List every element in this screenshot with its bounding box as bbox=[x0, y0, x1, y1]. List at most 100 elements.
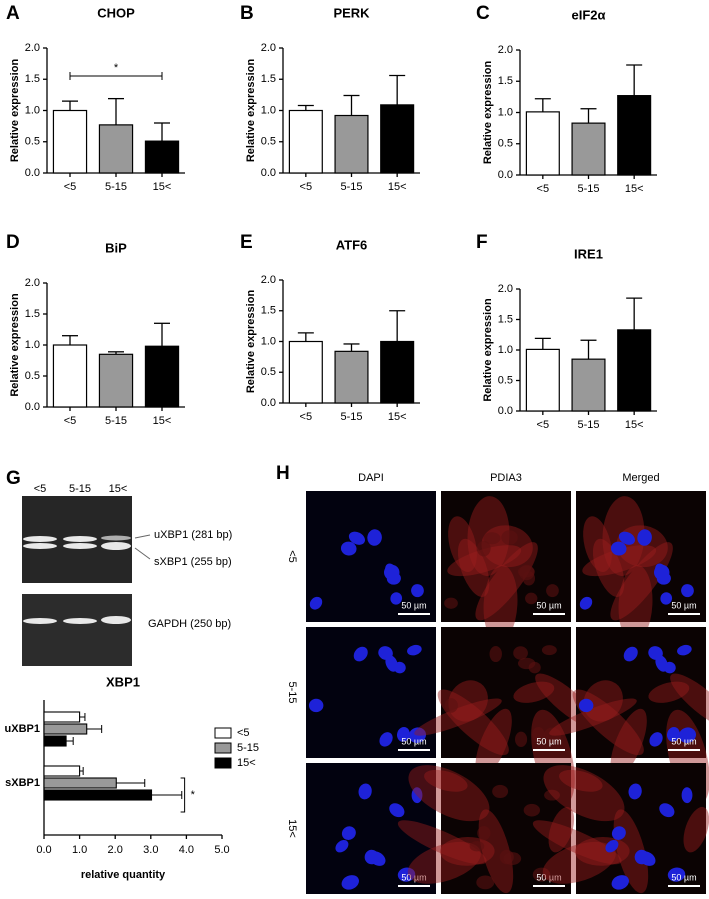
bar bbox=[525, 111, 560, 176]
cytoplasm bbox=[582, 545, 657, 577]
micrograph: 50 µm bbox=[306, 491, 436, 622]
panel-letter: F bbox=[476, 232, 488, 253]
y-tick-label: 1.0 bbox=[261, 104, 276, 116]
gel-image bbox=[22, 594, 132, 666]
x-tick-label: 15< bbox=[388, 411, 407, 423]
bar bbox=[43, 723, 88, 735]
micrograph-bg bbox=[576, 491, 706, 622]
micrograph: 50 µm bbox=[576, 491, 706, 644]
panel-letter: G bbox=[6, 468, 21, 489]
nucleus bbox=[678, 727, 696, 743]
micrograph: 50 µm bbox=[306, 627, 436, 758]
chart-title: BiP bbox=[105, 240, 127, 255]
cytoplasm bbox=[408, 765, 490, 822]
column-label: Merged bbox=[622, 472, 659, 484]
y-tick-label: 0.5 bbox=[25, 136, 40, 148]
nucleus bbox=[681, 787, 693, 804]
bar bbox=[288, 340, 323, 404]
significance-label: * bbox=[191, 789, 196, 801]
nucleus bbox=[649, 732, 663, 747]
y-tick-label: 1.5 bbox=[498, 313, 513, 325]
legend-label: 15< bbox=[237, 757, 256, 769]
nucleus bbox=[628, 783, 642, 800]
nucleus-shadow bbox=[543, 727, 562, 743]
nucleus bbox=[637, 529, 652, 546]
x-tick-label: <5 bbox=[537, 419, 550, 431]
bar bbox=[525, 348, 560, 412]
y-tick-label: 1.0 bbox=[25, 104, 40, 116]
nucleus bbox=[579, 596, 593, 610]
row-label: 5-15 bbox=[286, 681, 298, 703]
scale-bar-label: 50 µm bbox=[401, 600, 426, 610]
nucleus bbox=[341, 875, 359, 890]
micrograph-bg bbox=[441, 491, 571, 622]
cytoplasm bbox=[583, 680, 623, 722]
gel-bands bbox=[23, 535, 131, 624]
chart-title: XBP1 bbox=[106, 674, 140, 689]
micrograph-bg bbox=[306, 491, 436, 622]
y-tick-label: 0.0 bbox=[498, 169, 513, 181]
nucleus bbox=[353, 646, 368, 662]
x-tick-label: 15< bbox=[153, 181, 172, 193]
cytoplasm bbox=[448, 680, 488, 722]
cytoplasm bbox=[592, 538, 625, 597]
nucleus bbox=[411, 787, 423, 804]
cytoplasm bbox=[483, 565, 518, 644]
y-tick-label: 1.5 bbox=[261, 73, 276, 85]
chart-title: CHOP bbox=[97, 5, 135, 20]
y-axis-label: Relative expression bbox=[9, 293, 21, 397]
bar bbox=[98, 124, 134, 174]
scale-bar-label: 50 µm bbox=[536, 736, 561, 746]
nucleus bbox=[677, 644, 692, 656]
bar bbox=[380, 104, 415, 174]
y-axis-label: Relative expression bbox=[482, 298, 494, 402]
x-tick-label: 0.0 bbox=[36, 844, 51, 856]
y-tick-label: 0.0 bbox=[25, 401, 40, 413]
y-tick-label: 1.5 bbox=[25, 73, 40, 85]
y-tick-label: 2.0 bbox=[25, 42, 40, 54]
column-label: DAPI bbox=[358, 472, 384, 484]
nucleus-shadow bbox=[541, 645, 557, 656]
y-tick-label: 1.0 bbox=[498, 106, 513, 118]
y-axis-label: Relative expression bbox=[9, 59, 21, 163]
nucleus bbox=[389, 803, 405, 818]
scale-bar-label: 50 µm bbox=[401, 872, 426, 882]
nucleus-shadow bbox=[514, 731, 528, 748]
y-tick-label: 0.5 bbox=[498, 138, 513, 150]
legend-swatch bbox=[214, 742, 232, 754]
scale-bar-label: 50 µm bbox=[671, 736, 696, 746]
x-tick-label: 5-15 bbox=[105, 181, 127, 193]
nucleus bbox=[397, 867, 416, 882]
bar bbox=[52, 109, 88, 174]
nucleus bbox=[348, 531, 365, 545]
chart-title: eIF2α bbox=[571, 7, 605, 22]
cytoplasm bbox=[543, 765, 625, 822]
panel-letter: E bbox=[240, 232, 253, 253]
legend-swatch bbox=[214, 757, 232, 769]
x-tick-label: 5-15 bbox=[340, 181, 362, 193]
nucleus bbox=[309, 596, 323, 610]
nucleus bbox=[340, 541, 357, 556]
nucleus bbox=[659, 803, 675, 818]
nucleus-shadow bbox=[476, 540, 491, 557]
bar bbox=[334, 114, 369, 174]
bar bbox=[571, 358, 606, 412]
chart-title: IRE1 bbox=[574, 246, 603, 261]
scale-bar-label: 50 µm bbox=[671, 872, 696, 882]
y-tick-label: 1.0 bbox=[25, 339, 40, 351]
cytoplasm bbox=[683, 806, 709, 853]
cytoplasm bbox=[424, 769, 468, 792]
nucleus bbox=[358, 783, 372, 800]
significance-bracket bbox=[69, 72, 163, 80]
panel-letter: H bbox=[276, 463, 290, 484]
bar bbox=[43, 777, 117, 789]
nucleus bbox=[578, 698, 594, 713]
category-label: sXBP1 bbox=[5, 777, 40, 789]
bar bbox=[144, 345, 180, 408]
nucleus bbox=[341, 826, 356, 840]
x-axis-label: relative quantity bbox=[81, 869, 166, 881]
significance-bracket bbox=[180, 777, 186, 813]
row-label: <5 bbox=[286, 550, 298, 563]
panel-letter: B bbox=[240, 3, 254, 24]
nucleus bbox=[605, 840, 619, 853]
